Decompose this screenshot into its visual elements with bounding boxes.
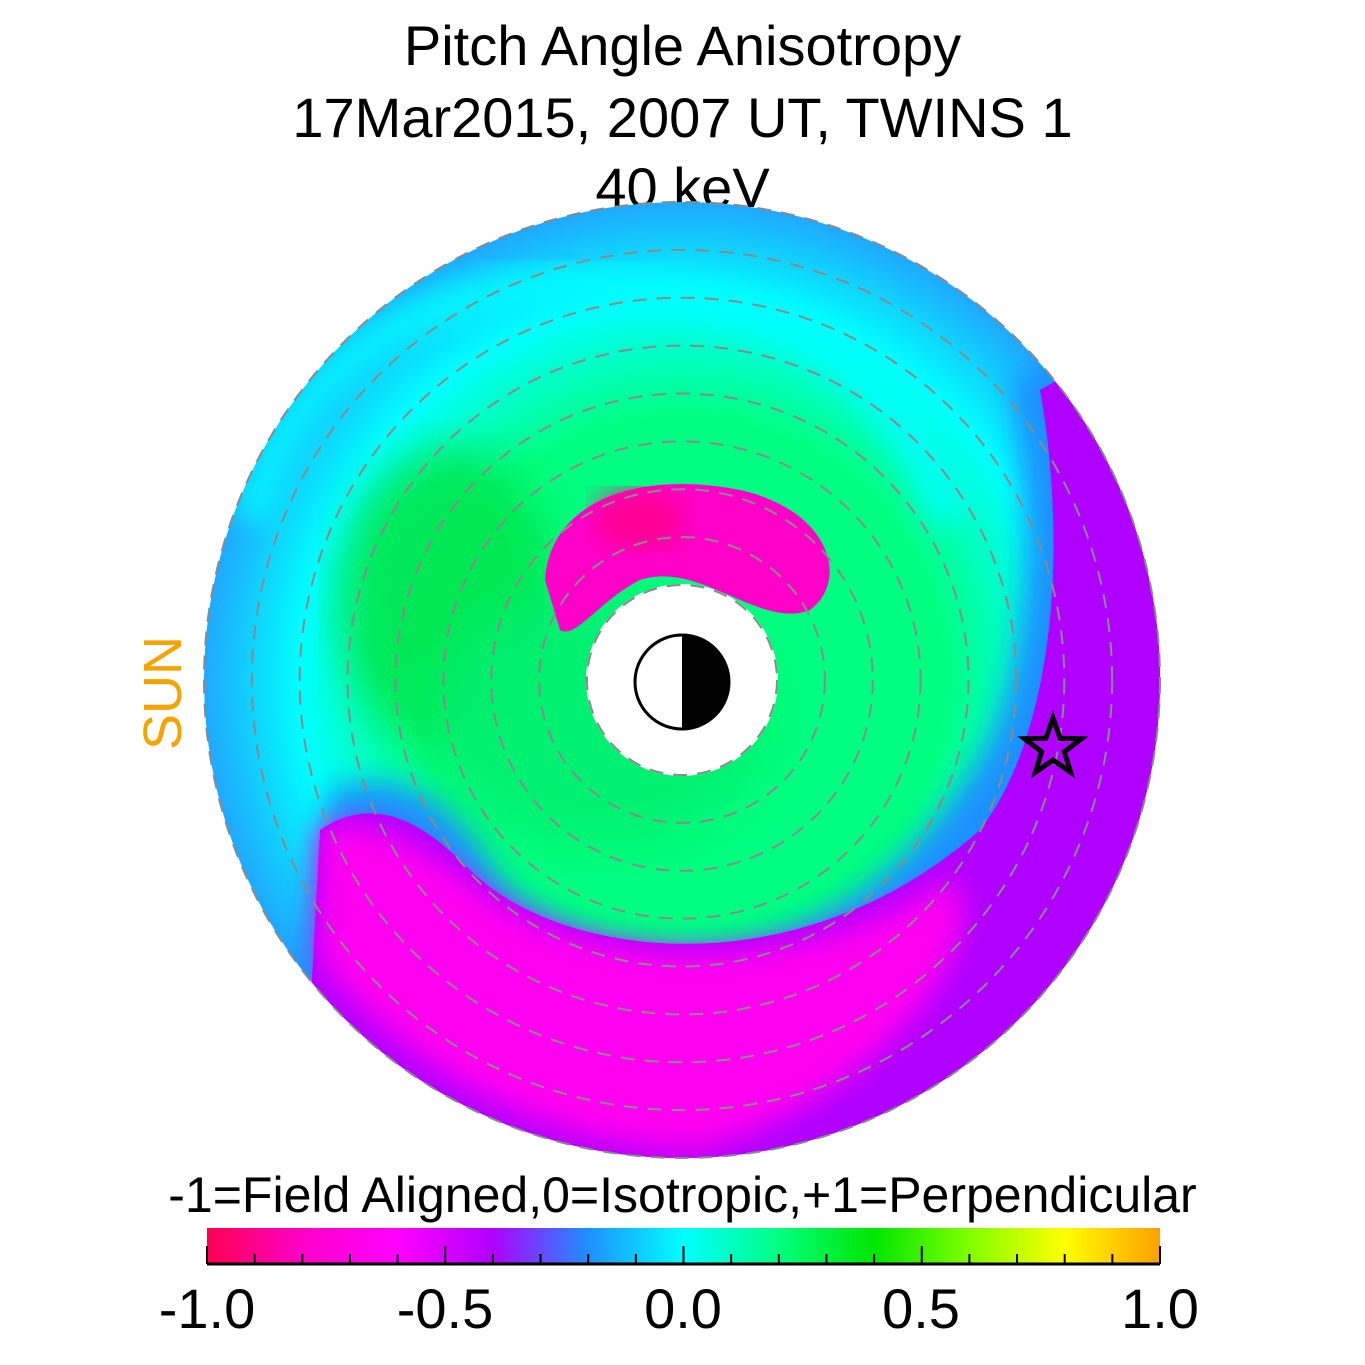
colorbar-label: -1=Field Aligned,0=Isotropic,+1=Perpendi…: [168, 1167, 1197, 1223]
dashed-ring: [490, 488, 874, 872]
dashed-rings: [203, 201, 1161, 1159]
dashed-ring: [586, 584, 778, 776]
dashed-ring: [442, 440, 922, 920]
earth-symbol: [633, 633, 731, 731]
chart-title-line-1: Pitch Angle Anisotropy: [403, 14, 962, 77]
colorbar: [206, 1228, 1161, 1266]
dashed-ring: [298, 296, 1066, 1064]
dashed-ring: [538, 536, 826, 824]
satellite-star-marker: [1017, 710, 1089, 779]
dashed-ring: [346, 344, 1018, 1016]
dashed-ring: [250, 248, 1114, 1112]
region-night-crescent: [320, 824, 963, 1150]
colorbar-tick-label: -1.0: [158, 1277, 256, 1340]
colorbar-tick-label: -0.5: [396, 1277, 494, 1340]
colorbar-tick-label: 1.0: [1121, 1277, 1199, 1340]
colorbar-tick-label: 0.5: [882, 1277, 960, 1340]
colorbar-tick-label: 0.0: [644, 1277, 722, 1340]
dashed-ring: [203, 201, 1161, 1159]
data-disk: [204, 202, 1160, 1158]
dashed-ring: [394, 392, 970, 968]
chart-title-line-2: 17Mar2015, 2007 UT, TWINS 1: [292, 86, 1073, 149]
